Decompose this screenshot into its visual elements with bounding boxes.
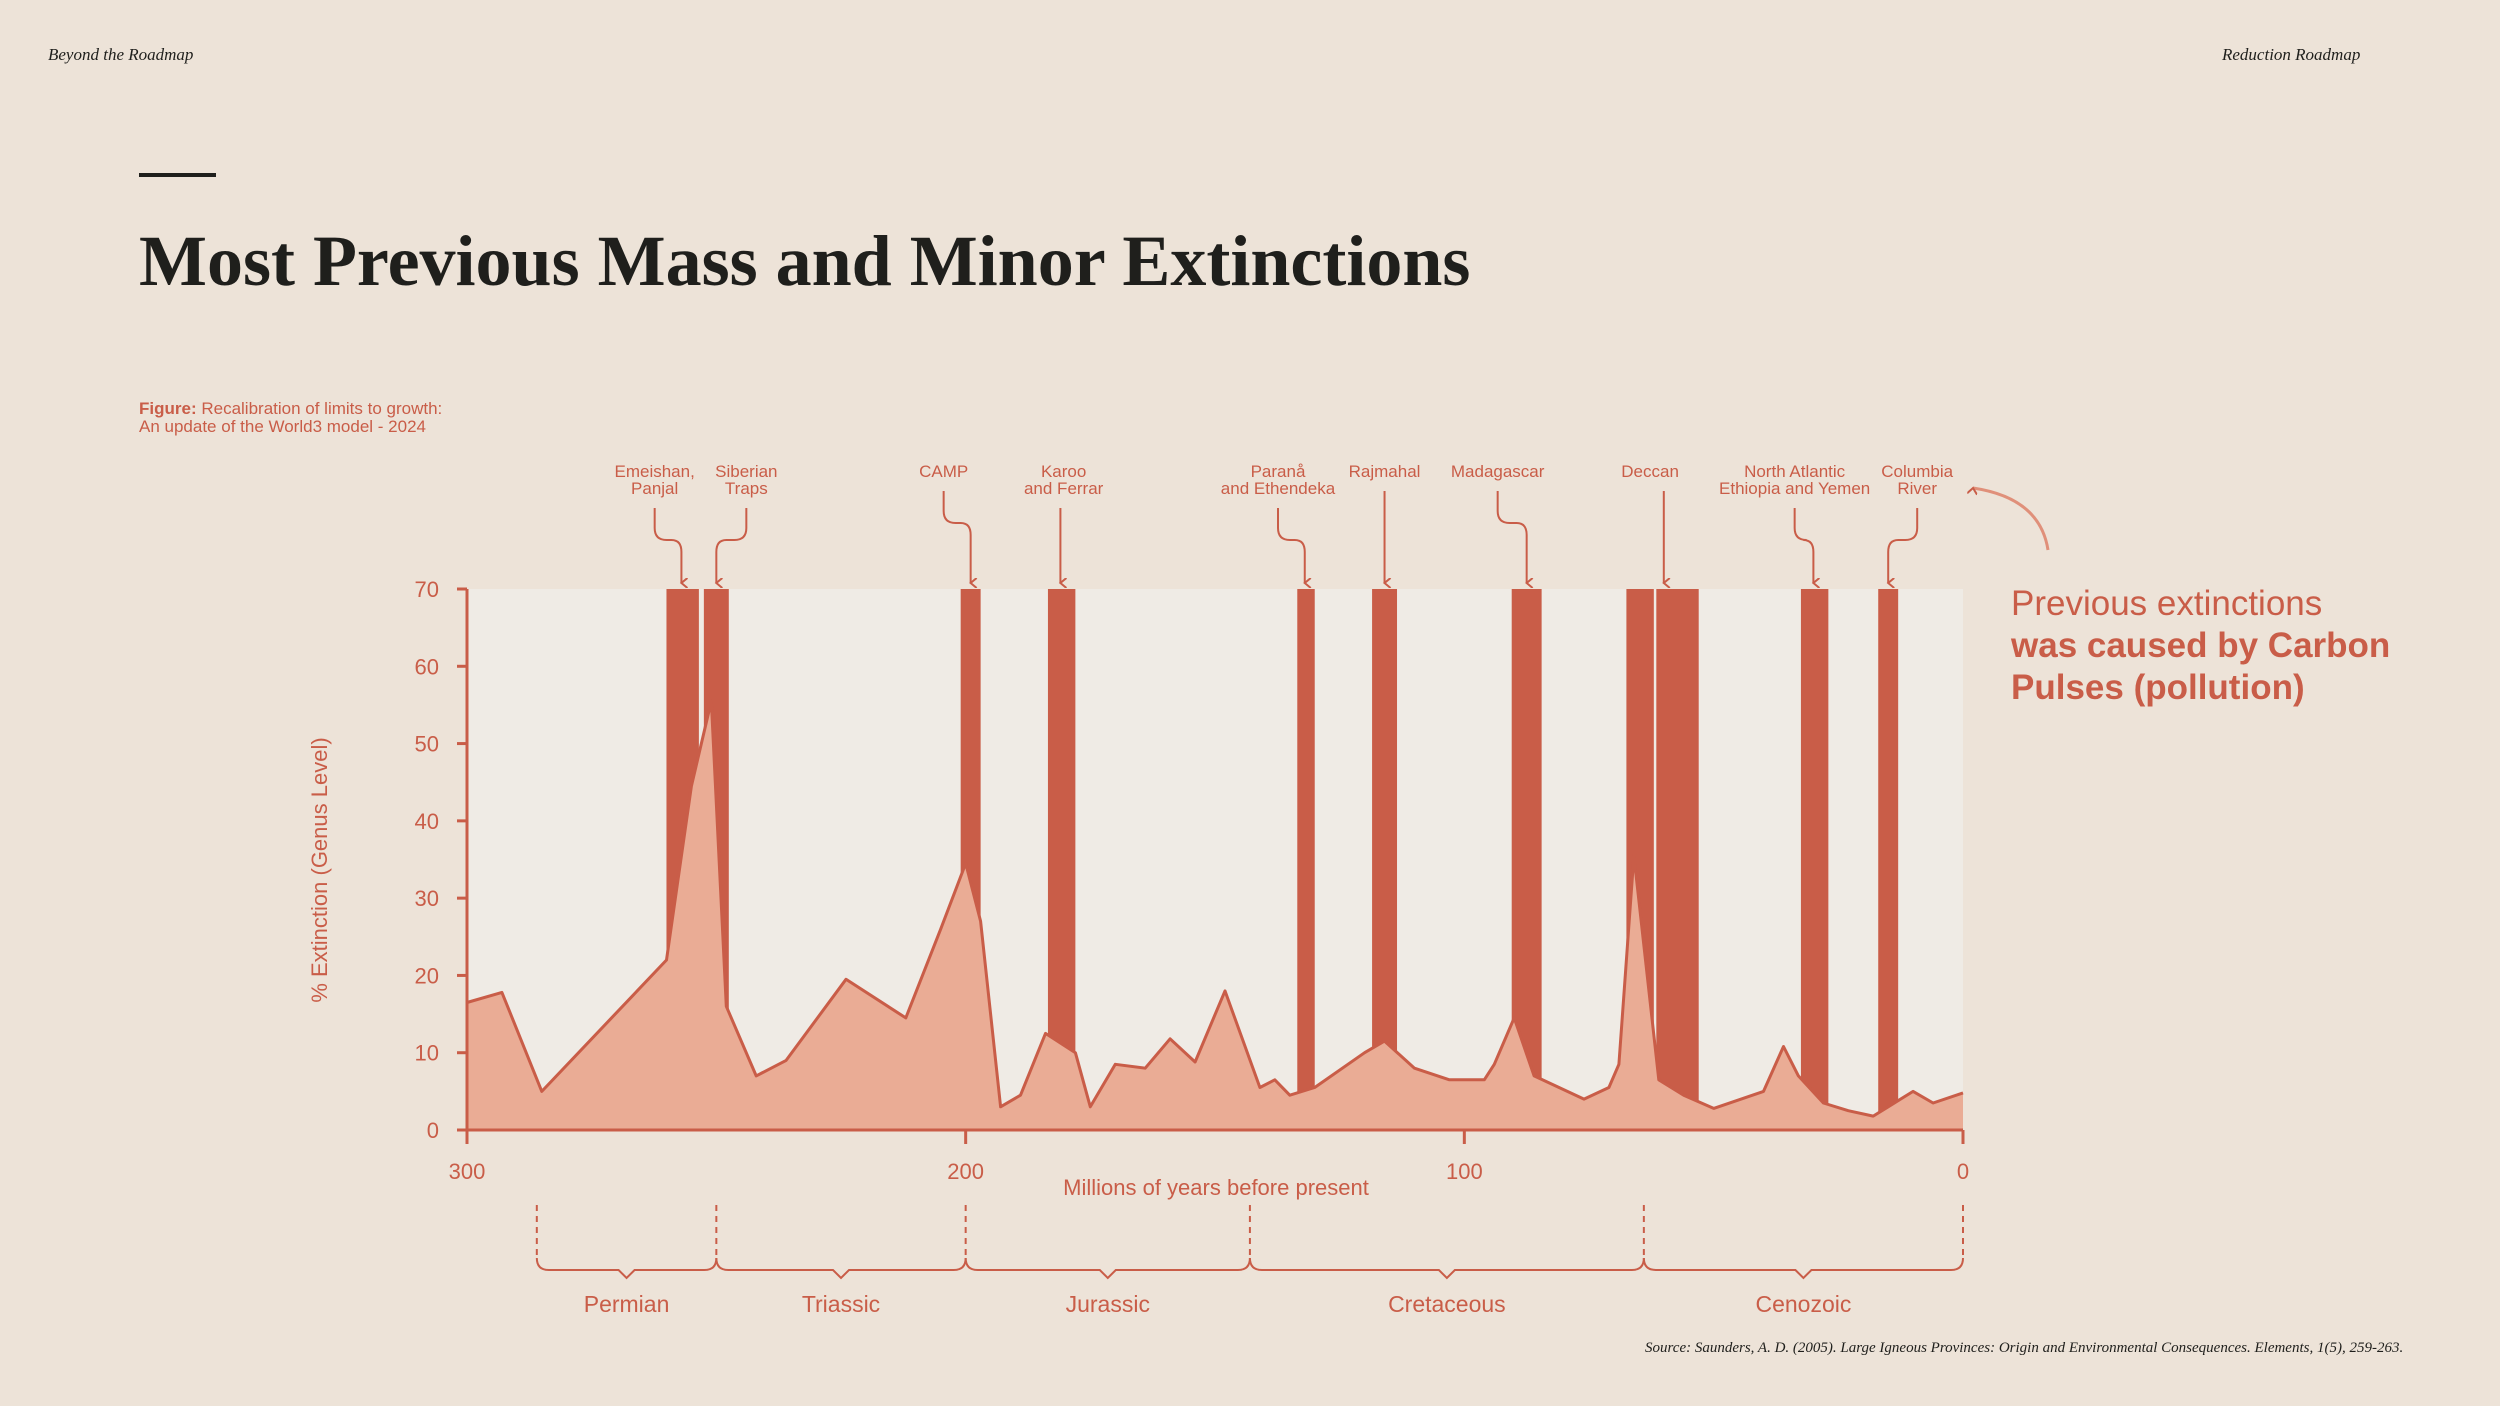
event-arrow-9 (1793, 508, 1814, 583)
event-bar-9 (1800, 589, 1829, 1130)
period-bracket-4 (1642, 1257, 1964, 1280)
callout-arrow (1973, 488, 2050, 551)
event-label-0-1: Panjal (631, 479, 678, 498)
y-axis-title: % Extinction (Genus Level) (307, 737, 332, 1002)
event-label-4-1: and Ethendeka (1221, 479, 1336, 498)
event-arrow-4 (1277, 508, 1305, 583)
event-arrow-1 (716, 508, 748, 583)
event-label-10-0: Columbia (1881, 462, 1953, 481)
x-tick-label-300: 300 (449, 1159, 486, 1184)
callout-line2: was caused by Carbon (2011, 626, 2391, 665)
extinction-area (467, 701, 1963, 1130)
y-tick-label-50: 50 (415, 732, 439, 757)
y-tick-label-60: 60 (415, 654, 439, 679)
figure-caption-line1: Recalibration of limits to growth: (201, 399, 443, 418)
event-arrow-2 (942, 491, 971, 583)
figure-caption-label: Figure: (139, 399, 197, 418)
figure-caption-line2: An update of the World3 model - 2024 (139, 417, 426, 436)
event-label-1-0: Siberian (715, 462, 777, 481)
x-tick-label-200: 200 (947, 1159, 984, 1184)
event-label-7-0: Deccan (1621, 462, 1679, 481)
callout-line1: Previous extinctions (2011, 584, 2323, 623)
page-title: Most Previous Mass and Minor Extinctions (139, 221, 1471, 301)
event-bar-4 (1297, 589, 1315, 1130)
period-bracket-3 (1248, 1257, 1645, 1280)
event-bar-8 (1656, 589, 1699, 1130)
event-label-2-0: CAMP (919, 462, 968, 481)
callout-line3: Pulses (pollution) (2011, 668, 2305, 707)
event-label-6-0: Madagascar (1451, 462, 1545, 481)
y-tick-label-20: 20 (415, 963, 439, 988)
x-tick-label-100: 100 (1446, 1159, 1483, 1184)
event-label-3-1: and Ferrar (1024, 479, 1104, 498)
period-bracket-0 (535, 1257, 718, 1280)
figure-caption: Figure: Recalibration of limits to growt… (139, 400, 442, 436)
header-left-text: Beyond the Roadmap (48, 45, 194, 64)
period-label-2: Jurassic (1066, 1291, 1150, 1317)
event-label-1-1: Traps (725, 479, 768, 498)
event-label-9-1: Ethiopia and Yemen (1719, 479, 1870, 498)
event-bar-10 (1878, 589, 1899, 1130)
event-arrow-6 (1496, 491, 1527, 583)
callout-text: Previous extinctions was caused by Carbo… (2011, 583, 2390, 709)
x-axis-title: Millions of years before present (1063, 1175, 1369, 1200)
y-tick-label-30: 30 (415, 886, 439, 911)
event-label-10-1: River (1897, 479, 1937, 498)
source-citation: Source: Saunders, A. D. (2005). Large Ig… (1645, 1340, 2404, 1356)
y-tick-label-40: 40 (415, 809, 439, 834)
event-label-0-0: Emeishan, (615, 462, 695, 481)
y-tick-label-70: 70 (415, 577, 439, 602)
period-bracket-1 (715, 1257, 967, 1280)
event-arrow-10 (1888, 508, 1919, 583)
y-tick-label-10: 10 (415, 1041, 439, 1066)
event-label-4-0: Paranå (1251, 462, 1306, 481)
x-tick-label-0: 0 (1957, 1159, 1969, 1184)
event-label-3-0: Karoo (1041, 462, 1086, 481)
period-label-3: Cretaceous (1388, 1291, 1506, 1317)
header-right-text: Reduction Roadmap (2222, 45, 2361, 64)
event-label-5-0: Rajmahal (1349, 462, 1421, 481)
period-label-0: Permian (584, 1291, 670, 1317)
event-label-9-0: North Atlantic (1744, 462, 1846, 481)
extinction-line (466, 699, 1964, 1118)
title-rule (139, 173, 216, 177)
period-label-4: Cenozoic (1755, 1291, 1851, 1317)
period-label-1: Triassic (802, 1291, 880, 1317)
event-arrow-0 (653, 508, 682, 583)
y-tick-label-0: 0 (427, 1118, 439, 1143)
period-bracket-2 (964, 1257, 1251, 1280)
